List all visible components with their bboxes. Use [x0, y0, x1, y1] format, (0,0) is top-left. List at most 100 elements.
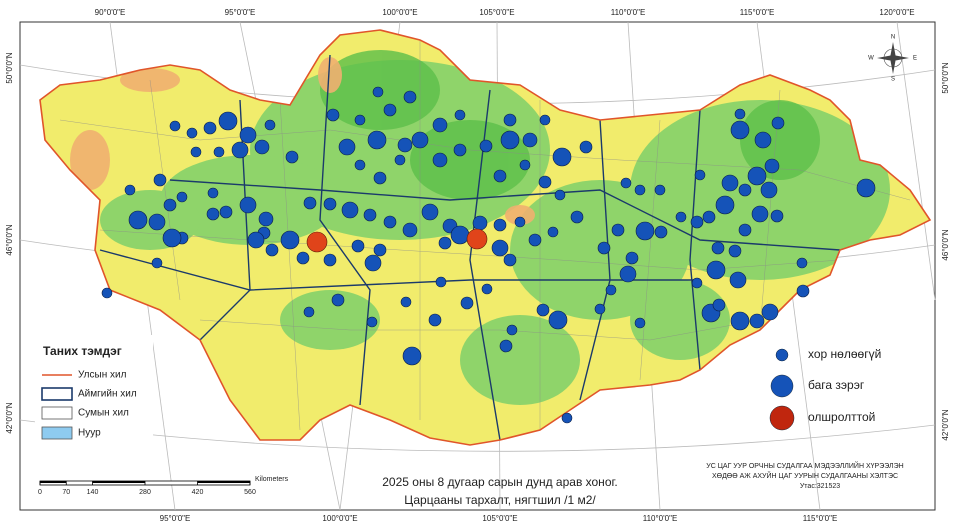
observation-dot: [148, 213, 166, 231]
observation-dot: [554, 189, 566, 201]
observation-dot: [547, 226, 559, 238]
observation-dot: [190, 146, 202, 158]
observation-dot: [605, 284, 617, 296]
observation-dot: [373, 171, 387, 185]
observation-dot: [403, 90, 417, 104]
scale-label: 280: [139, 489, 151, 496]
observation-dot: [747, 166, 767, 186]
observation-dot: [163, 198, 177, 212]
observation-dot: [354, 114, 366, 126]
observation-dot: [771, 116, 785, 130]
observation-dot: [634, 184, 646, 196]
graticule-label: 115°0'0"E: [803, 514, 838, 523]
credit: ХӨДӨӨ АЖ АХУЙН ЦАГ УУРЫН СУДАЛГААНЫ ХЭЛТ…: [712, 471, 898, 480]
observation-dot: [128, 210, 148, 230]
legend-dot: [775, 348, 789, 362]
legend-title: Таних тэмдэг: [43, 344, 122, 358]
observation-dot: [729, 271, 747, 289]
observation-dot: [694, 169, 706, 181]
observation-dot-high: [466, 228, 488, 250]
observation-dot: [754, 131, 772, 149]
graticule-label: 110°0'0"E: [643, 514, 678, 523]
graticule-label: 110°0'0"E: [611, 8, 646, 17]
scale-label: 0: [38, 489, 42, 496]
observation-dot: [493, 218, 507, 232]
observation-dot: [218, 111, 238, 131]
observation-dot: [338, 138, 356, 156]
observation-dot: [450, 225, 470, 245]
observation-dot: [536, 303, 550, 317]
observation-dot: [428, 313, 442, 327]
observation-dot: [528, 233, 542, 247]
observation-dot: [239, 196, 257, 214]
observation-dot: [570, 210, 584, 224]
observation-dot: [364, 254, 382, 272]
observation-dot: [749, 313, 765, 329]
observation-dot: [239, 126, 257, 144]
observation-dot: [552, 147, 572, 167]
observation-dot: [285, 150, 299, 164]
scale-segment: [197, 481, 250, 483]
observation-dot: [519, 159, 531, 171]
graticule-label: 95°0'0"E: [225, 8, 256, 17]
graticule-label: 42°0'0"N: [5, 402, 14, 433]
observation-dot: [597, 241, 611, 255]
observation-dot: [539, 114, 551, 126]
observation-dot: [303, 306, 315, 318]
graticule-label: 42°0'0"N: [941, 409, 950, 440]
observation-dot: [738, 183, 752, 197]
observation-dot: [432, 117, 448, 133]
observation-dot: [162, 228, 182, 248]
observation-dot: [479, 139, 493, 153]
legend-label: Сумын хил: [78, 408, 129, 419]
observation-dot: [770, 209, 784, 223]
graticule-label: 50°0'0"N: [5, 52, 14, 83]
observation-points: [101, 86, 876, 424]
observation-dot: [326, 108, 340, 122]
observation-dot: [354, 159, 366, 171]
observation-dot: [751, 205, 769, 223]
observation-dot: [764, 158, 780, 174]
observation-dot: [503, 113, 517, 127]
observation-dot: [454, 109, 466, 121]
observation-dot-high: [306, 231, 328, 253]
observation-dot: [738, 223, 752, 237]
observation-dot: [341, 201, 359, 219]
observation-dot: [730, 311, 750, 331]
observation-dot: [296, 251, 310, 265]
graticule-label: 100°0'0"E: [382, 8, 417, 17]
observation-dot: [579, 140, 593, 154]
compass-label: S: [891, 77, 895, 83]
observation-dot: [101, 287, 113, 299]
credit: Утас:321523: [800, 483, 840, 490]
observation-dot: [760, 181, 778, 199]
observation-dot: [453, 143, 467, 157]
legend-label: Нуур: [78, 428, 101, 439]
observation-dot: [383, 215, 397, 229]
map-title: Царцааны тархалт, нягтшил /1 м2/: [404, 493, 596, 507]
observation-dot: [265, 243, 279, 257]
observation-dot: [397, 137, 413, 153]
observation-dot: [219, 205, 233, 219]
compass-label: E: [913, 56, 917, 62]
observation-dot: [213, 146, 225, 158]
observation-dot: [367, 130, 387, 150]
observation-dot: [706, 260, 726, 280]
graticule-label: 50°0'0"N: [941, 62, 950, 93]
legend-swatch: [41, 426, 73, 440]
observation-dot: [691, 277, 703, 289]
observation-dot: [264, 119, 276, 131]
observation-dot: [634, 317, 646, 329]
observation-dot: [611, 223, 625, 237]
observation-dot: [373, 243, 387, 257]
observation-dot: [734, 108, 746, 120]
scale-unit: Kilometers: [255, 476, 289, 483]
observation-dot: [690, 215, 704, 229]
observation-dot: [254, 139, 270, 155]
observation-dot: [654, 184, 666, 196]
observation-dot: [394, 154, 406, 166]
scale-label: 70: [62, 489, 70, 496]
observation-dot: [303, 196, 317, 210]
observation-dot: [761, 303, 779, 321]
